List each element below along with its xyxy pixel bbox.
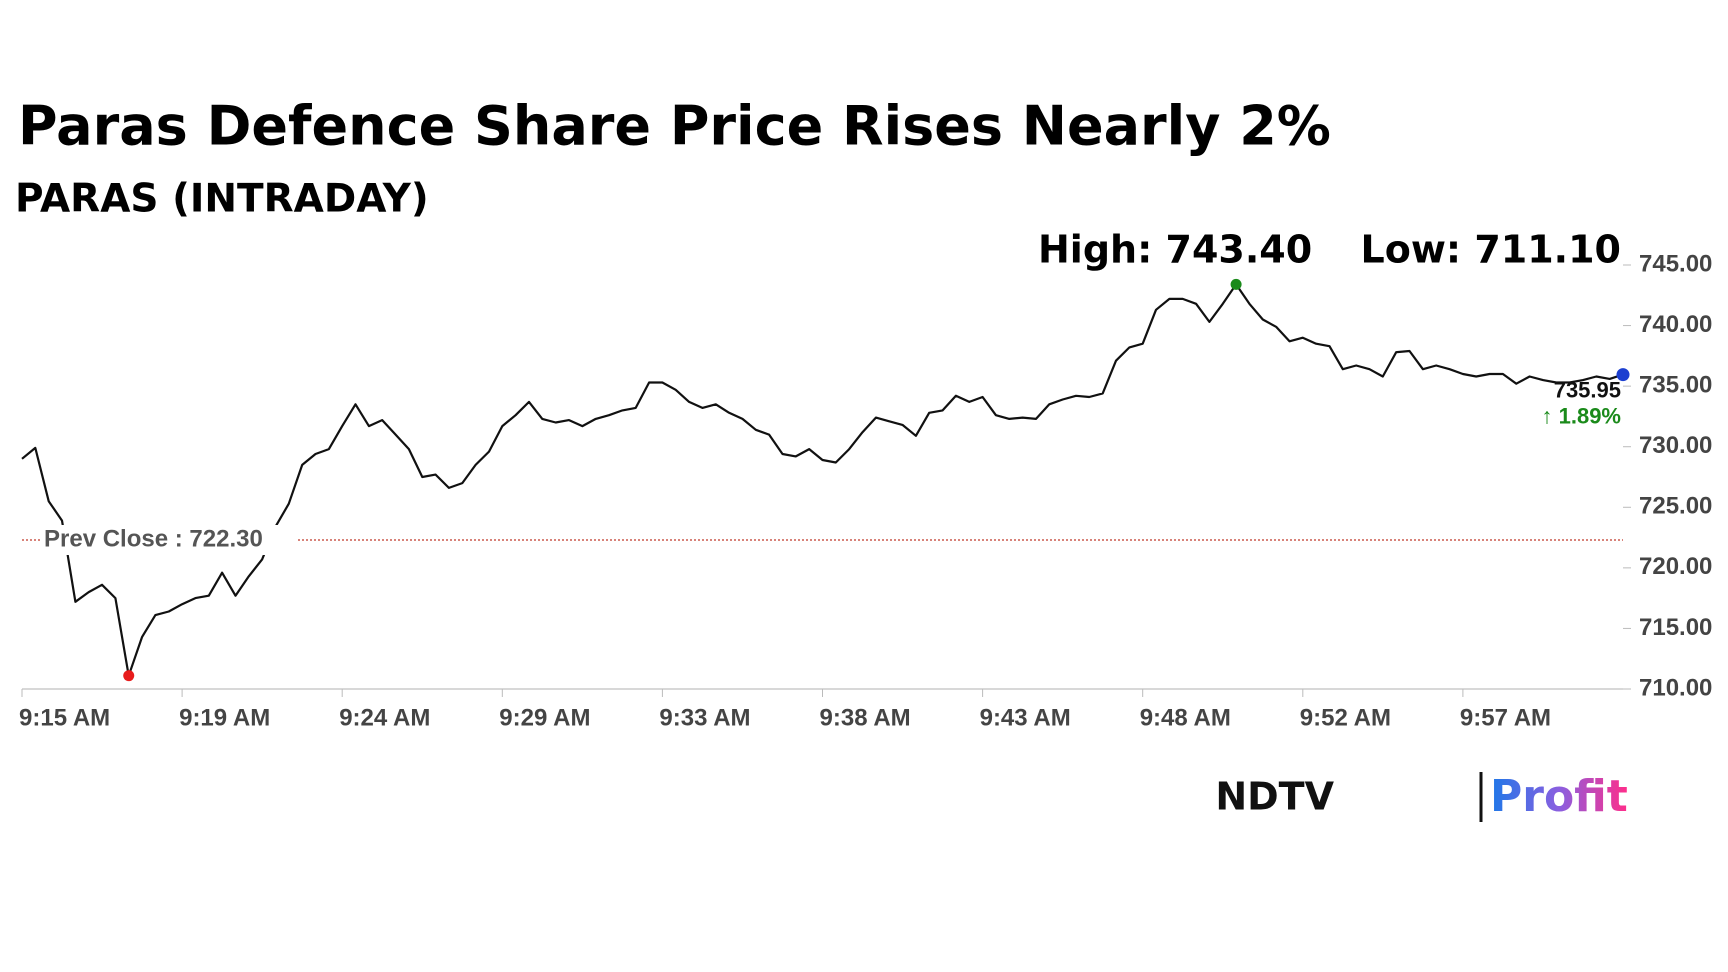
x-tick-label: 9:57 AM — [1460, 704, 1551, 731]
x-tick-label: 9:19 AM — [179, 704, 270, 731]
logo-ndtv: NDTV — [1215, 775, 1334, 819]
chart-subtitle: PARAS (INTRADAY) — [15, 177, 429, 222]
y-tick-label: 725.00 — [1639, 493, 1712, 520]
last-value-label: 735.95 — [1554, 377, 1621, 402]
y-tick-label: 745.00 — [1639, 250, 1712, 277]
prev-close-label-bg — [40, 524, 298, 555]
x-tick-label: 9:33 AM — [659, 704, 750, 731]
x-tick-label: 9:52 AM — [1300, 704, 1391, 731]
x-tick-label: 9:43 AM — [980, 704, 1071, 731]
low-marker — [123, 670, 135, 682]
chart-title: Paras Defence Share Price Rises Nearly 2… — [18, 95, 1331, 158]
x-tick-label: 9:15 AM — [19, 704, 110, 731]
price-line — [21, 283, 1624, 677]
y-tick-label: 735.00 — [1639, 371, 1712, 398]
x-tick-label: 9:48 AM — [1140, 704, 1231, 731]
change-label: ↑ 1.89% — [1542, 403, 1622, 428]
x-tick-label: 9:38 AM — [820, 704, 911, 731]
y-tick-label: 715.00 — [1639, 614, 1712, 641]
y-tick-label: 720.00 — [1639, 553, 1712, 580]
x-tick-label: 9:24 AM — [339, 704, 430, 731]
high-marker — [1230, 278, 1242, 290]
last-marker — [1616, 368, 1630, 382]
prev-close-label: Prev Close : 722.30 — [44, 525, 263, 552]
low-label: Low: 711.10 — [1361, 228, 1622, 272]
logo-profit: Profit — [1490, 771, 1628, 822]
y-tick-label: 730.00 — [1639, 432, 1712, 459]
y-tick-label: 740.00 — [1639, 311, 1712, 338]
high-label: High: 743.40 — [1038, 228, 1312, 272]
x-tick-label: 9:29 AM — [499, 704, 590, 731]
y-tick-label: 710.00 — [1639, 674, 1712, 701]
